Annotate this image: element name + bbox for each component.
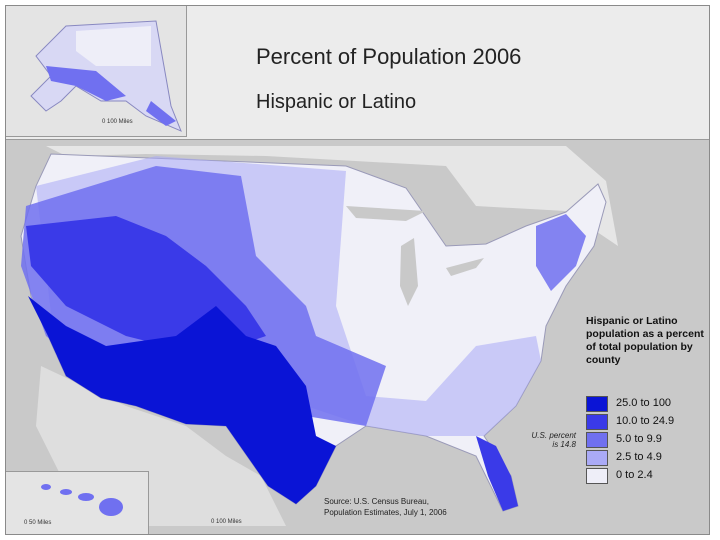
source-note: Source: U.S. Census Bureau, Population E… (324, 496, 447, 518)
alaska-map (30, 20, 182, 132)
band-darkest (28, 296, 336, 504)
lake-erie (446, 258, 484, 276)
legend-row: 25.0 to 100 (586, 396, 709, 414)
legend-row: 2.5 to 4.9 (586, 450, 709, 468)
alaska-inset: 0 100 Miles (6, 6, 187, 137)
legend-swatch (586, 414, 608, 430)
legend-label: 10.0 to 24.9 (616, 415, 675, 427)
source-line2: Population Estimates, July 1, 2006 (324, 508, 447, 517)
legend-swatch (586, 468, 608, 484)
alaska-medium (46, 66, 126, 101)
source-line1: Source: U.S. Census Bureau, (324, 497, 429, 506)
hawaii-island-1 (41, 484, 51, 490)
legend-swatch (586, 450, 608, 466)
legend-swatch (586, 396, 608, 412)
legend-label: 25.0 to 100 (616, 397, 672, 409)
hawaii-island-2 (60, 489, 72, 495)
us-percent-line1: U.S. percent (531, 431, 576, 440)
us-percent-line2: is 14.8 (552, 440, 576, 449)
legend-row: 0 to 2.4 (586, 468, 709, 486)
map-frame: Percent of Population 2006 Hispanic or L… (5, 5, 710, 535)
map-title: Percent of Population 2006 (256, 44, 522, 69)
us-percent-note: U.S. percent is 14.8 (524, 431, 576, 449)
canada-land (46, 146, 618, 246)
hawaii-island-3 (78, 493, 94, 501)
legend-label: 0 to 2.4 (616, 469, 653, 481)
legend-swatch (586, 432, 608, 448)
legend-label: 2.5 to 4.9 (616, 451, 662, 463)
conus-map (20, 146, 618, 526)
alaska-north (76, 26, 151, 66)
hawaii-map (41, 484, 123, 516)
hawaii-island-4 (99, 498, 123, 516)
conus-scale: 0 100 Miles (211, 519, 242, 525)
lake-superior (346, 206, 426, 221)
hawaii-inset: 0 50 Miles (6, 471, 149, 534)
legend-row: 5.0 to 9.9 (586, 432, 709, 450)
legend-title: Hispanic or Latino population as a perce… (586, 315, 704, 366)
map-subtitle: Hispanic or Latino (256, 91, 417, 113)
alaska-scale: 0 100 Miles (102, 119, 133, 125)
florida (476, 436, 518, 511)
northeast (536, 214, 586, 291)
hawaii-scale: 0 50 Miles (24, 520, 52, 526)
legend-label: 5.0 to 9.9 (616, 433, 662, 445)
alaska-panhandle (146, 101, 176, 126)
legend-row: 10.0 to 24.9 (586, 414, 709, 432)
lake-michigan (400, 238, 418, 306)
